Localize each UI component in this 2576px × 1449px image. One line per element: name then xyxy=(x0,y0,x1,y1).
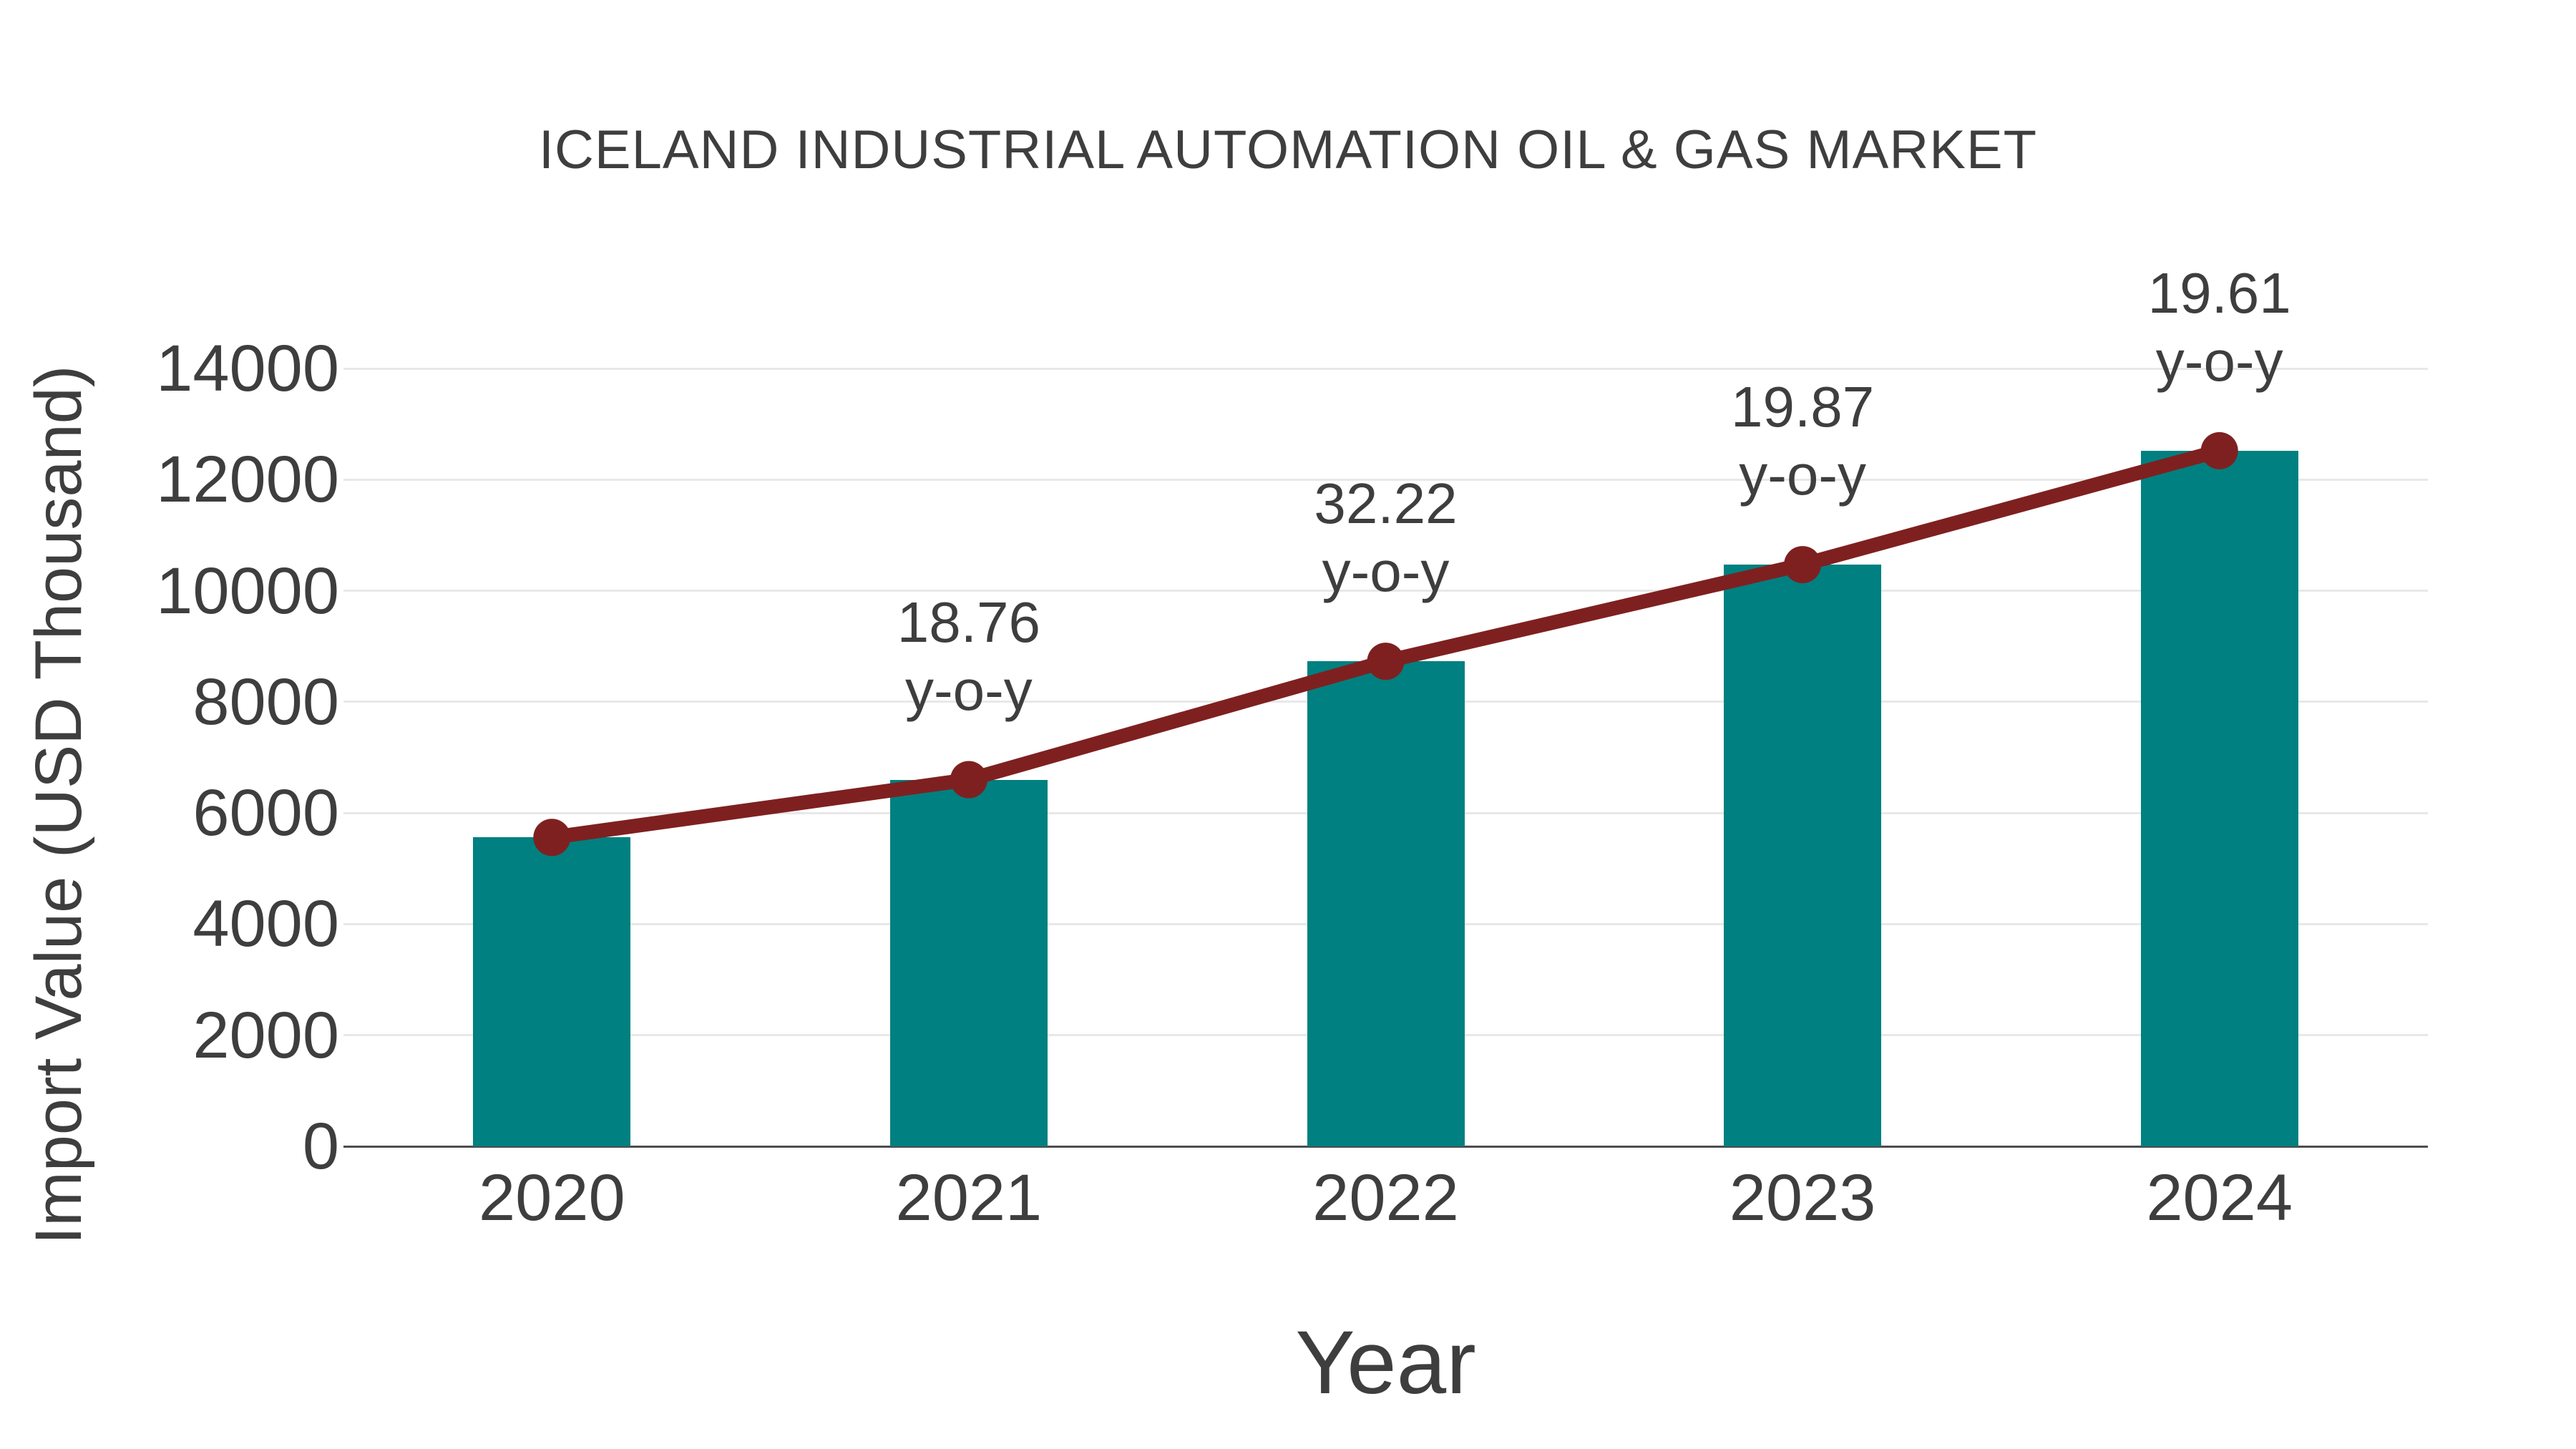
yoy-annotation-2024: 19.61 y-o-y xyxy=(2034,259,2406,395)
yoy-suffix: y-o-y xyxy=(1322,540,1450,604)
bar-2020 xyxy=(473,837,631,1146)
yoy-value: 18.76 xyxy=(897,590,1040,654)
y-tick-label: 0 xyxy=(302,1110,339,1183)
yoy-value: 19.87 xyxy=(1730,375,1875,439)
yoy-annotation-2022: 32.22 y-o-y xyxy=(1200,469,1572,605)
x-tick-label-2024: 2024 xyxy=(2146,1161,2293,1234)
x-tick-label-2023: 2023 xyxy=(1729,1161,1876,1234)
yoy-value: 19.61 xyxy=(2147,260,2291,325)
x-tick-label-2022: 2022 xyxy=(1312,1161,1459,1234)
x-axis-title: Year xyxy=(1295,1313,1476,1413)
y-tick-label: 2000 xyxy=(192,998,339,1072)
yoy-suffix: y-o-y xyxy=(1739,443,1866,507)
x-tick-label-2020: 2020 xyxy=(478,1161,625,1234)
y-tick-label: 14000 xyxy=(156,332,339,405)
bar-2023 xyxy=(1724,565,1882,1146)
bar-2022 xyxy=(1307,661,1465,1146)
line-marker-2022 xyxy=(1367,643,1405,680)
yoy-suffix: y-o-y xyxy=(905,658,1033,722)
bar-2024 xyxy=(2140,450,2298,1146)
y-tick-label: 8000 xyxy=(192,665,339,738)
bar-2021 xyxy=(889,779,1048,1146)
yoy-value: 32.22 xyxy=(1314,472,1458,536)
gridline-10000 xyxy=(343,590,2428,592)
yoy-annotation-2021: 18.76 y-o-y xyxy=(783,588,1155,724)
yoy-suffix: y-o-y xyxy=(2155,328,2283,393)
y-tick-label: 12000 xyxy=(156,443,339,517)
gridline-14000 xyxy=(343,367,2428,370)
x-tick-label-2021: 2021 xyxy=(895,1161,1043,1234)
y-tick-label: 4000 xyxy=(192,887,339,961)
y-tick-label: 10000 xyxy=(156,554,339,628)
line-marker-2024 xyxy=(2200,431,2238,469)
line-marker-2023 xyxy=(1784,546,1822,584)
x-axis-line xyxy=(343,1145,2428,1148)
y-tick-label: 6000 xyxy=(192,776,339,850)
line-marker-2021 xyxy=(950,761,987,799)
line-marker-2020 xyxy=(533,819,571,857)
chart-title: ICELAND INDUSTRIAL AUTOMATION OIL & GAS … xyxy=(538,119,2038,180)
gridline-12000 xyxy=(343,478,2428,481)
yoy-annotation-2023: 19.87 y-o-y xyxy=(1616,373,1989,509)
